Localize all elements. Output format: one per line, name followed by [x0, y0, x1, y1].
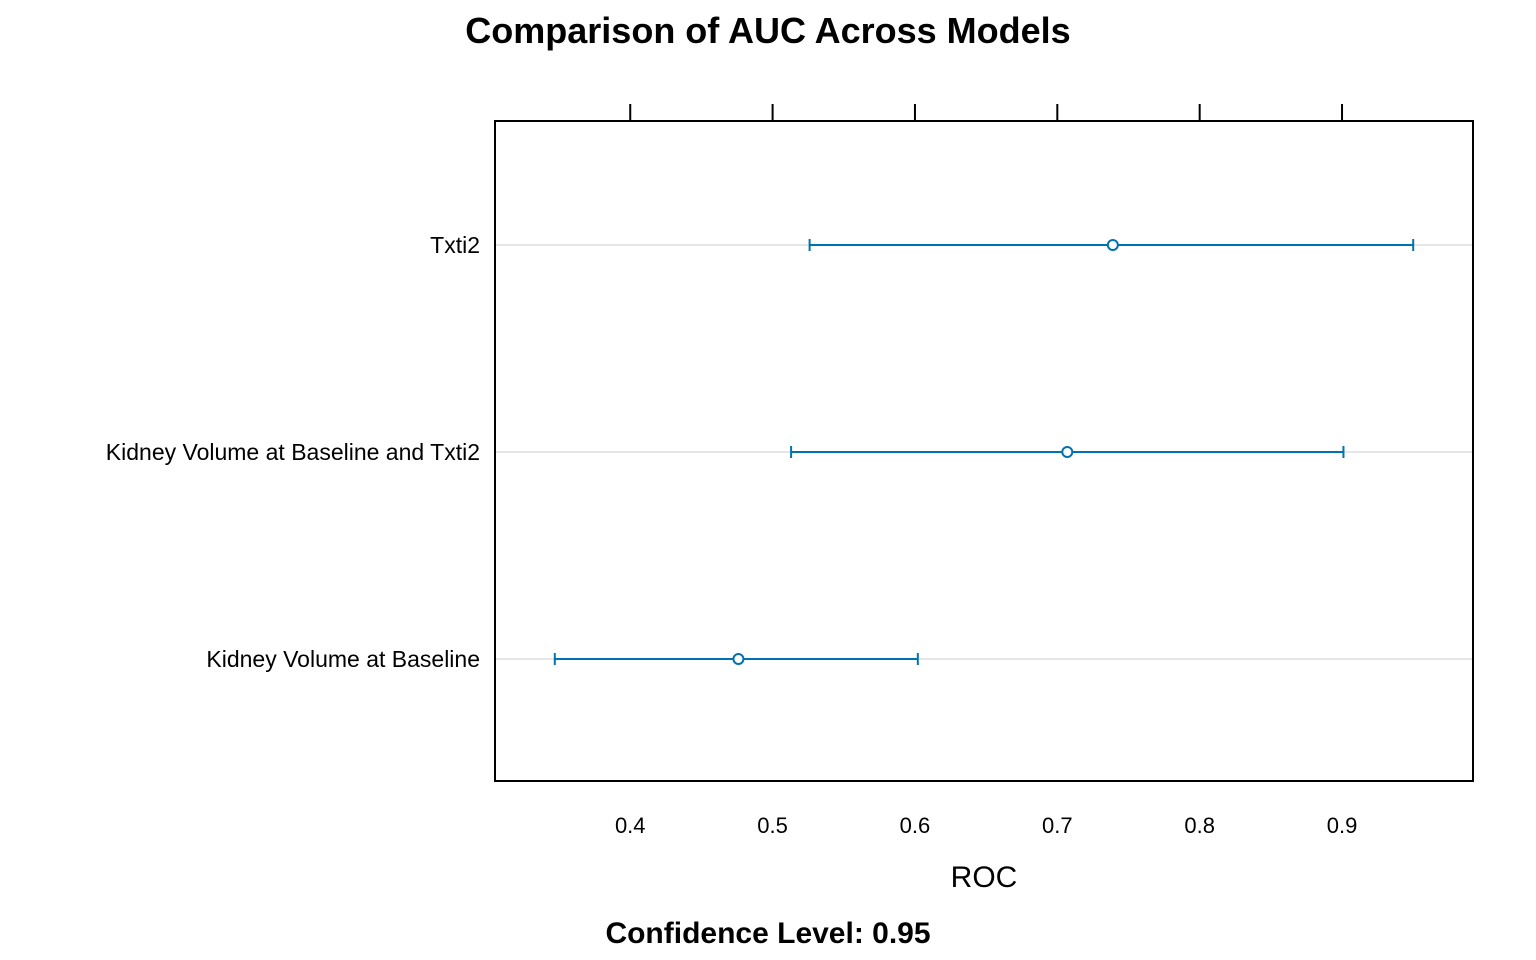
point-estimate — [732, 653, 745, 665]
point-estimate — [1061, 446, 1074, 458]
x-tick-label: 0.7 — [1042, 813, 1073, 838]
x-axis-label: ROC — [951, 861, 1018, 894]
plot-frame — [494, 120, 1474, 782]
x-tick-label: 0.6 — [900, 813, 931, 838]
x-tick-label: 0.9 — [1327, 813, 1358, 838]
category-label: Kidney Volume at Baseline — [206, 646, 480, 672]
x-tick-label: 0.8 — [1184, 813, 1215, 838]
category-labels: Txti2 Kidney Volume at Baseline and Txti2… — [106, 232, 480, 672]
point-estimate — [1106, 239, 1119, 251]
chart-title: Comparison of AUC Across Models — [465, 10, 1070, 51]
x-tick-label: 0.4 — [615, 813, 646, 838]
ci-series — [553, 239, 1415, 665]
axes: 0.4 0.5 0.6 0.7 0.8 0.9 — [615, 104, 1357, 838]
confidence-caption: Confidence Level: 0.95 — [605, 917, 930, 950]
x-tick-label: 0.5 — [757, 813, 788, 838]
category-label: Kidney Volume at Baseline and Txti2 — [106, 439, 480, 465]
category-label: Txti2 — [430, 232, 480, 258]
